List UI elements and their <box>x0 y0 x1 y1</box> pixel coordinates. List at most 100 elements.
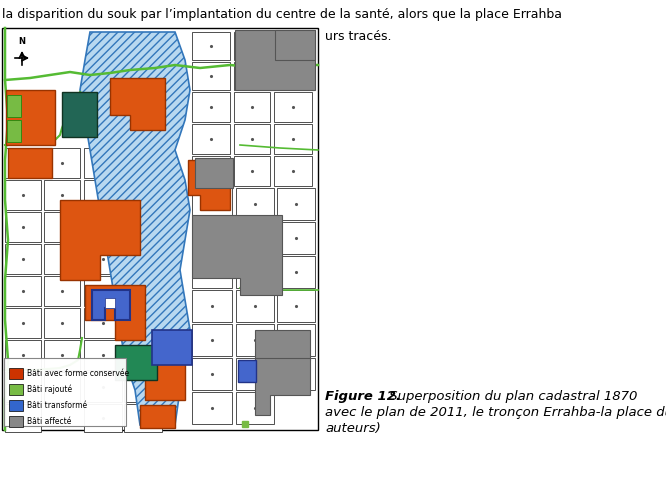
Bar <box>84 180 122 210</box>
Bar <box>9 368 23 379</box>
Bar <box>234 32 270 60</box>
Bar <box>152 330 192 365</box>
Text: urs tracés.: urs tracés. <box>325 30 392 43</box>
Bar <box>124 148 162 178</box>
Polygon shape <box>255 330 310 360</box>
Bar <box>5 372 41 402</box>
Text: Superposition du plan cadastral 1870: Superposition du plan cadastral 1870 <box>385 390 637 403</box>
Polygon shape <box>8 148 52 178</box>
Bar <box>274 32 312 60</box>
Polygon shape <box>80 32 190 425</box>
Bar <box>5 148 41 178</box>
Bar <box>124 212 162 242</box>
Text: Figure 12.: Figure 12. <box>325 390 401 403</box>
Bar <box>5 404 41 432</box>
Bar <box>84 148 122 178</box>
Polygon shape <box>255 358 310 415</box>
Polygon shape <box>192 215 282 295</box>
Bar <box>274 62 312 90</box>
Bar <box>124 244 162 274</box>
Bar <box>234 62 270 90</box>
Bar <box>192 156 230 186</box>
Polygon shape <box>6 90 55 145</box>
Bar <box>236 256 274 288</box>
Text: Bâti avec forme conservée: Bâti avec forme conservée <box>27 369 129 378</box>
Text: la disparition du souk par l’implantation du centre de la santé, alors que la pl: la disparition du souk par l’implantatio… <box>2 8 562 21</box>
Bar <box>236 188 274 220</box>
Bar <box>192 32 230 60</box>
Text: Bâti rajouté: Bâti rajouté <box>27 385 72 394</box>
Bar <box>84 340 122 370</box>
Bar <box>277 256 315 288</box>
Bar <box>236 222 274 254</box>
Bar <box>84 372 122 402</box>
Polygon shape <box>60 200 140 280</box>
Bar <box>5 212 41 242</box>
Bar <box>236 358 274 390</box>
Polygon shape <box>145 358 185 400</box>
Bar <box>84 308 122 338</box>
Bar <box>275 30 315 60</box>
Text: Bâti transformé: Bâti transformé <box>27 401 87 410</box>
Bar <box>192 62 230 90</box>
Bar <box>9 416 23 427</box>
Bar <box>236 392 274 424</box>
Text: Bâti affecté: Bâti affecté <box>27 417 71 426</box>
Bar <box>234 92 270 122</box>
Bar <box>192 358 232 390</box>
Polygon shape <box>195 158 233 188</box>
Bar <box>44 148 80 178</box>
Bar <box>238 360 256 382</box>
Bar <box>277 324 315 356</box>
Bar <box>124 340 162 370</box>
Bar <box>277 222 315 254</box>
Bar <box>274 92 312 122</box>
Bar <box>84 244 122 274</box>
Bar <box>274 124 312 154</box>
Bar <box>9 400 23 411</box>
Bar <box>192 324 232 356</box>
Bar <box>2 28 318 430</box>
Text: N: N <box>19 37 25 46</box>
Bar <box>192 124 230 154</box>
Bar <box>192 392 232 424</box>
Bar <box>235 30 315 90</box>
Bar <box>7 120 21 142</box>
Bar <box>274 156 312 186</box>
Bar <box>124 404 162 432</box>
Bar <box>5 276 41 306</box>
Bar <box>84 404 122 432</box>
Bar <box>44 308 80 338</box>
Bar <box>7 95 21 117</box>
Polygon shape <box>105 298 115 308</box>
Polygon shape <box>110 78 165 130</box>
Bar <box>5 180 41 210</box>
Bar <box>5 308 41 338</box>
Bar <box>62 92 97 137</box>
Bar <box>44 372 80 402</box>
Bar <box>192 290 232 322</box>
Bar <box>234 156 270 186</box>
Bar <box>5 244 41 274</box>
Text: avec le plan de 2011, le tronçon Errahba-la place du souk (source : PSMVSS modif: avec le plan de 2011, le tronçon Errahba… <box>325 406 666 419</box>
Bar <box>234 124 270 154</box>
Bar <box>44 180 80 210</box>
Bar <box>124 308 162 338</box>
Bar <box>124 372 162 402</box>
Bar <box>9 384 23 395</box>
Bar <box>84 212 122 242</box>
Bar <box>44 340 80 370</box>
Bar <box>124 180 162 210</box>
Bar <box>277 290 315 322</box>
Bar <box>192 222 232 254</box>
Bar <box>192 92 230 122</box>
Bar <box>124 276 162 306</box>
Bar <box>84 276 122 306</box>
Bar <box>192 188 232 220</box>
Polygon shape <box>188 160 230 210</box>
Bar <box>5 340 41 370</box>
Bar <box>236 290 274 322</box>
Bar <box>277 358 315 390</box>
Bar <box>236 324 274 356</box>
Polygon shape <box>92 290 130 320</box>
